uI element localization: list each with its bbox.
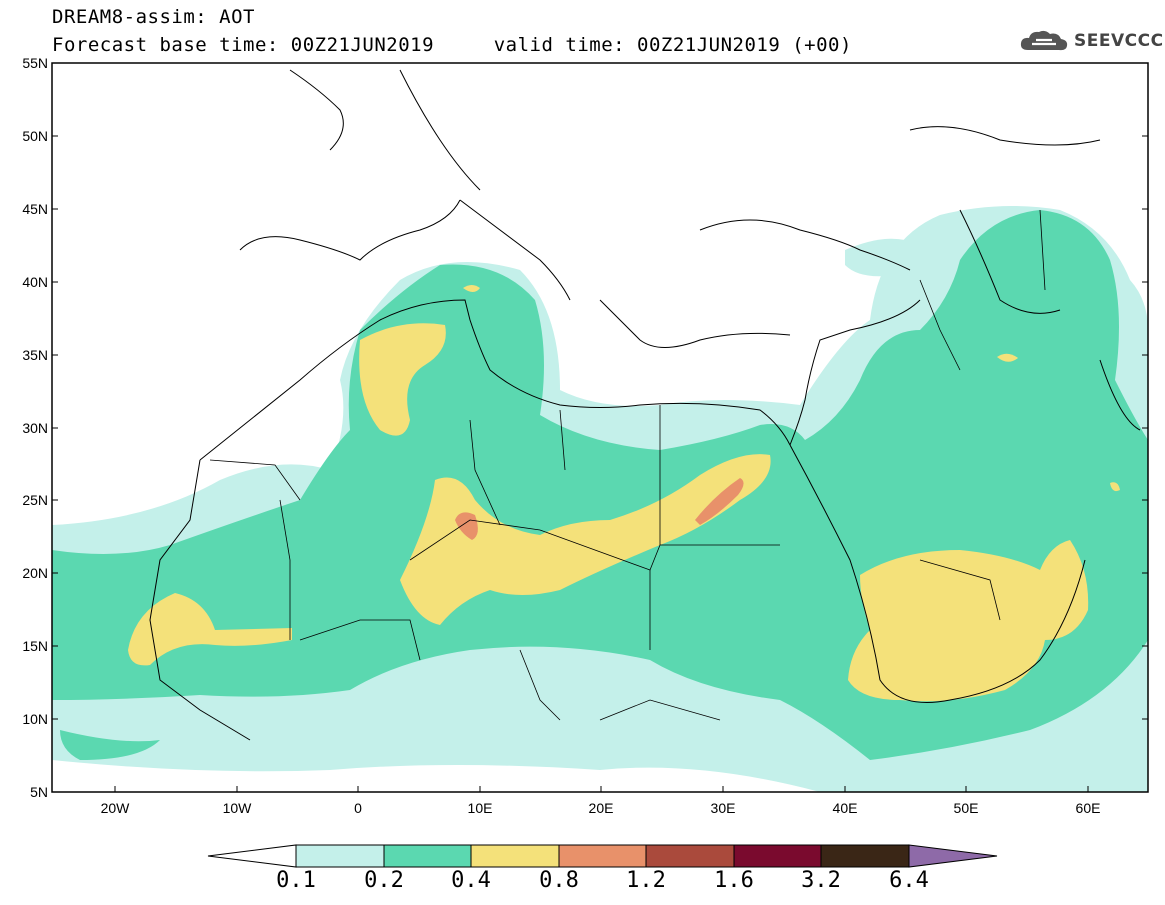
colorbar-label: 0.2 bbox=[364, 868, 404, 893]
lon-label: 10E bbox=[467, 800, 493, 816]
lon-label: 20W bbox=[100, 800, 130, 816]
colorbar-label: 3.2 bbox=[801, 868, 841, 893]
map-title: DREAM8-assim: AOT bbox=[52, 6, 255, 28]
lat-label: 45N bbox=[22, 201, 48, 217]
colorbar-segment bbox=[383, 844, 472, 868]
lon-label: 60E bbox=[1075, 800, 1101, 816]
lon-label: 30E bbox=[710, 800, 736, 816]
colorbar-label: 1.6 bbox=[714, 868, 754, 893]
lon-label: 50E bbox=[953, 800, 979, 816]
coastlines bbox=[149, 69, 1141, 741]
lat-label: 50N bbox=[22, 128, 48, 144]
aot-contour-0.8 bbox=[455, 478, 744, 540]
colorbar-label: 0.4 bbox=[451, 868, 491, 893]
lon-label: 10W bbox=[222, 800, 252, 816]
colorbar-label: 1.2 bbox=[626, 868, 666, 893]
colorbar-label: 0.1 bbox=[276, 868, 316, 893]
lat-label: 10N bbox=[22, 711, 48, 727]
lat-label: 55N bbox=[22, 55, 48, 71]
lat-label: 20N bbox=[22, 565, 48, 581]
lat-label: 15N bbox=[22, 638, 48, 654]
aot-contour-0.4 bbox=[128, 285, 1120, 702]
forecast-time-line: Forecast base time: 00Z21JUN2019 valid t… bbox=[52, 34, 852, 56]
cloud-icon bbox=[1020, 30, 1068, 51]
lon-label: 0 bbox=[354, 800, 362, 816]
lat-label: 25N bbox=[22, 492, 48, 508]
colorbar-segment bbox=[733, 844, 822, 868]
colorbar-segment bbox=[295, 844, 385, 868]
colorbar-over-triangle bbox=[908, 844, 998, 868]
colorbar bbox=[207, 844, 998, 868]
colorbar-under-triangle bbox=[207, 844, 297, 868]
lat-label: 30N bbox=[22, 420, 48, 436]
colorbar-label: 6.4 bbox=[889, 868, 929, 893]
axis-ticks bbox=[52, 62, 1148, 792]
lat-label: 5N bbox=[30, 784, 48, 800]
logo-text: SEEVCCC bbox=[1074, 31, 1164, 51]
colorbar-segment bbox=[470, 844, 560, 868]
lon-label: 40E bbox=[832, 800, 858, 816]
lon-label: 20E bbox=[588, 800, 614, 816]
seevccc-logo: SEEVCCC bbox=[1018, 28, 1164, 54]
lat-label: 35N bbox=[22, 347, 48, 363]
colorbar-segment bbox=[820, 844, 910, 868]
lat-label: 40N bbox=[22, 274, 48, 290]
country-borders bbox=[209, 209, 1046, 721]
colorbar-segment bbox=[645, 844, 735, 868]
colorbar-label: 0.8 bbox=[539, 868, 579, 893]
colorbar-segment bbox=[558, 844, 647, 868]
